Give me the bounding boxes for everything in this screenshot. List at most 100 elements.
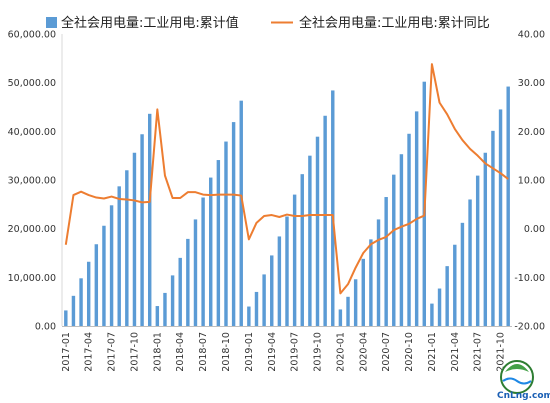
watermark-leaf-icon — [505, 364, 529, 372]
bar — [277, 236, 282, 326]
bar — [94, 244, 99, 326]
bar — [498, 109, 503, 327]
x-tick-label: 2018-10 — [221, 332, 232, 372]
bar — [315, 136, 320, 326]
y-left-tick-label: 50,000.00 — [8, 78, 56, 89]
x-tick-label: 2018-01 — [152, 332, 163, 372]
x-tick-label: 2017-07 — [107, 332, 118, 372]
x-tick-label: 2018-04 — [175, 332, 186, 372]
y-right-tick-label: 10.00 — [518, 176, 545, 187]
tick-labels: 0.00 10,000.00 20,000.00 30,000.00 40,000.00… — [8, 30, 545, 372]
y-right-tick-label: -10.00 — [514, 273, 545, 284]
bar — [170, 275, 175, 326]
bar — [308, 155, 312, 326]
bar — [475, 175, 480, 326]
bar — [369, 239, 373, 326]
bar — [247, 306, 251, 326]
bar — [468, 199, 472, 326]
x-tick-label: 2021-07 — [473, 332, 484, 372]
x-tick-label: 2020-04 — [358, 332, 369, 372]
x-tick-label: 2017-10 — [129, 332, 140, 372]
legend-line-label: 全社会用电量:工业用电:累计同比 — [299, 15, 490, 31]
watermark-wave-icon — [502, 377, 532, 385]
y-left-tick-label: 40,000.00 — [8, 127, 56, 138]
y-right-tick-label: 40.00 — [518, 30, 545, 41]
bar — [445, 266, 449, 326]
bar — [148, 113, 152, 326]
x-tick-label: 2021-01 — [427, 332, 438, 372]
y-left-tick-label: 10,000.00 — [8, 273, 56, 284]
bar — [201, 197, 205, 326]
bar — [483, 152, 488, 326]
bar — [254, 291, 259, 326]
bar — [407, 133, 411, 326]
bar — [155, 306, 160, 326]
watermark: CnLng.com — [497, 360, 550, 401]
bar — [399, 154, 404, 326]
x-tick-label: 2017-01 — [61, 332, 72, 372]
bar — [125, 170, 129, 326]
bar — [117, 186, 121, 326]
bar — [270, 255, 274, 326]
bar — [437, 288, 442, 326]
bar — [186, 238, 190, 326]
bar — [231, 122, 236, 326]
x-tick-label: 2020-07 — [381, 332, 392, 372]
y-left-tick-label: 20,000.00 — [8, 224, 56, 235]
bar — [506, 86, 510, 326]
bar — [353, 279, 358, 326]
y-left-tick-label: 60,000.00 — [8, 30, 56, 41]
bar — [216, 160, 221, 326]
watermark-text: CnLng.com — [497, 391, 550, 401]
bar — [132, 152, 137, 326]
bar — [392, 174, 396, 326]
bar — [331, 90, 335, 326]
legend: 全社会用电量:工业用电:累计值 全社会用电量:工业用电:累计同比 — [46, 15, 490, 31]
bar — [430, 303, 434, 326]
y-right-tick-label: 20.00 — [518, 127, 545, 138]
bar — [292, 194, 297, 326]
bar — [262, 274, 266, 326]
x-tick-label: 2021-10 — [496, 332, 507, 372]
x-tick-label: 2019-07 — [290, 332, 301, 372]
bar — [109, 205, 114, 326]
bar — [239, 100, 243, 326]
bar — [71, 295, 76, 326]
x-tick-label: 2017-04 — [84, 332, 95, 372]
x-tick-label: 2020-10 — [404, 332, 415, 372]
bar — [491, 130, 495, 326]
bar — [79, 278, 83, 326]
bar — [384, 197, 388, 326]
bar — [300, 174, 304, 326]
bar — [323, 115, 327, 326]
bar-series — [64, 81, 510, 327]
bar — [102, 225, 106, 326]
bar — [285, 216, 289, 326]
y-right-tick-label: 30.00 — [518, 78, 545, 89]
x-tick-label: 2019-04 — [267, 332, 278, 372]
x-tick-label: 2019-01 — [244, 332, 255, 372]
bar — [140, 134, 144, 326]
bar — [193, 219, 198, 326]
bar — [346, 296, 350, 326]
bar — [361, 258, 365, 326]
legend-bar-swatch — [46, 17, 57, 28]
legend-bar-label: 全社会用电量:工业用电:累计值 — [61, 15, 239, 31]
x-tick-label: 2018-07 — [198, 332, 209, 372]
y-left-tick-label: 0.00 — [35, 322, 56, 333]
bar — [338, 309, 343, 326]
axes — [61, 34, 512, 327]
watermark-logo-icon — [500, 360, 534, 394]
x-tick-label: 2019-10 — [313, 332, 324, 372]
x-tick-label: 2021-04 — [450, 332, 461, 372]
line-series — [64, 63, 509, 295]
bar — [86, 261, 91, 326]
y-left-tick-label: 30,000.00 — [8, 176, 56, 187]
bar — [163, 292, 167, 326]
bar — [460, 222, 465, 326]
bar — [64, 310, 68, 326]
x-tick-label: 2020-01 — [335, 332, 346, 372]
bar — [209, 177, 213, 326]
